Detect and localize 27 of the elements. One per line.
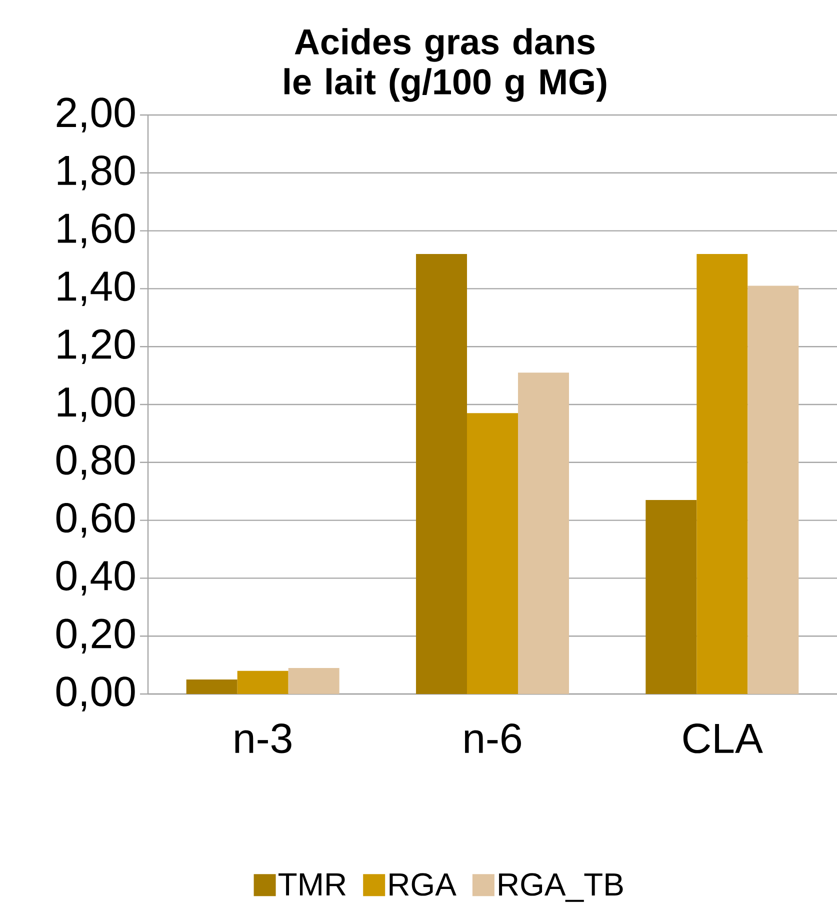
y-tick-label: 1,20	[58, 329, 135, 364]
legend-label: RGA_TB	[499, 873, 623, 902]
y-tick-label: 1,40	[58, 271, 135, 306]
y-tick-label: 1,80	[58, 156, 135, 190]
bar	[186, 680, 238, 694]
y-tick-label: 1,00	[58, 387, 135, 422]
y-tick-label: 0,00	[56, 676, 135, 712]
chart-title: Acides gras dans le lait (g/100 g MG)	[284, 28, 606, 102]
legend-label: RGA	[390, 873, 456, 896]
y-tick-label: 1,60	[58, 213, 135, 248]
y-tick-label: 0,60	[56, 502, 135, 538]
bar	[748, 286, 799, 694]
bar	[646, 500, 697, 694]
bar	[466, 413, 518, 694]
bar	[518, 372, 569, 694]
legend-label: TMR	[278, 873, 346, 896]
bar	[416, 254, 467, 694]
x-tick-label: n-6	[464, 724, 521, 754]
bar	[696, 254, 748, 694]
y-tick-label: 0,80	[56, 445, 135, 480]
bar	[288, 668, 340, 694]
y-tick-label: 0,20	[56, 618, 135, 654]
y-tick-label: 2,00	[56, 98, 135, 132]
x-tick-label: CLA	[683, 724, 763, 754]
bar	[237, 670, 288, 694]
x-tick-label: n-3	[235, 724, 292, 754]
y-tick-label: 0,40	[56, 560, 135, 596]
